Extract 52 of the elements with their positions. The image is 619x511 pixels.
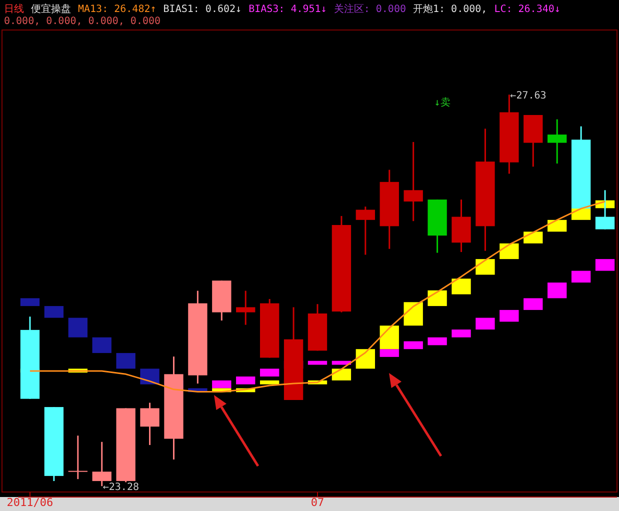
bar xyxy=(476,318,495,330)
bar xyxy=(500,310,519,322)
candlestick xyxy=(356,206,376,256)
annotation: ←27.63 xyxy=(510,90,546,102)
text: LC: 26.340↓ xyxy=(494,4,560,15)
bar xyxy=(595,259,615,271)
bar xyxy=(332,360,352,365)
bar xyxy=(356,349,376,369)
bar xyxy=(428,337,447,346)
bar xyxy=(428,290,447,306)
bar xyxy=(476,259,495,275)
bar xyxy=(212,380,232,388)
bar xyxy=(140,368,160,384)
bar xyxy=(380,326,399,350)
text: 开炮1: 0.000, xyxy=(413,3,488,15)
bar xyxy=(116,353,136,369)
annotation: ←23.28 xyxy=(102,482,139,494)
bar xyxy=(380,349,399,357)
bar xyxy=(571,270,591,283)
bar xyxy=(236,376,256,384)
text: 关注区: 0.000 xyxy=(334,3,406,15)
bar xyxy=(332,368,352,380)
bar xyxy=(20,298,40,306)
text: MA13: 26.482↑ xyxy=(78,4,156,15)
bar xyxy=(548,220,567,232)
text: 0.000, 0.000, 0.000, 0.000 xyxy=(4,16,161,27)
bar xyxy=(452,330,471,338)
candlestick xyxy=(236,290,256,326)
candlestick xyxy=(548,118,567,164)
text: BIAS1: 0.602↓ xyxy=(163,4,242,15)
bar xyxy=(404,341,423,350)
bar xyxy=(68,318,88,338)
bar xyxy=(524,298,543,310)
candlestick xyxy=(404,141,423,222)
text: BIAS3: 4.951↓ xyxy=(248,4,327,15)
bar xyxy=(308,360,328,365)
candlestick xyxy=(140,402,160,446)
bar xyxy=(44,306,64,318)
bar xyxy=(92,337,112,354)
chart-subtitle: 便宜操盘 xyxy=(31,3,71,15)
x-tick-label: 07 xyxy=(310,496,324,509)
candlestick xyxy=(68,434,88,480)
bar xyxy=(260,368,280,377)
bar xyxy=(404,302,423,326)
chart-title: 日线 xyxy=(4,3,24,15)
bar xyxy=(500,243,519,260)
bar xyxy=(524,232,543,244)
bar xyxy=(452,278,471,294)
annotation: ↓卖 xyxy=(434,96,450,109)
x-tick-label: 2011/06 xyxy=(6,496,54,509)
bar xyxy=(260,380,280,384)
bar xyxy=(548,282,567,298)
